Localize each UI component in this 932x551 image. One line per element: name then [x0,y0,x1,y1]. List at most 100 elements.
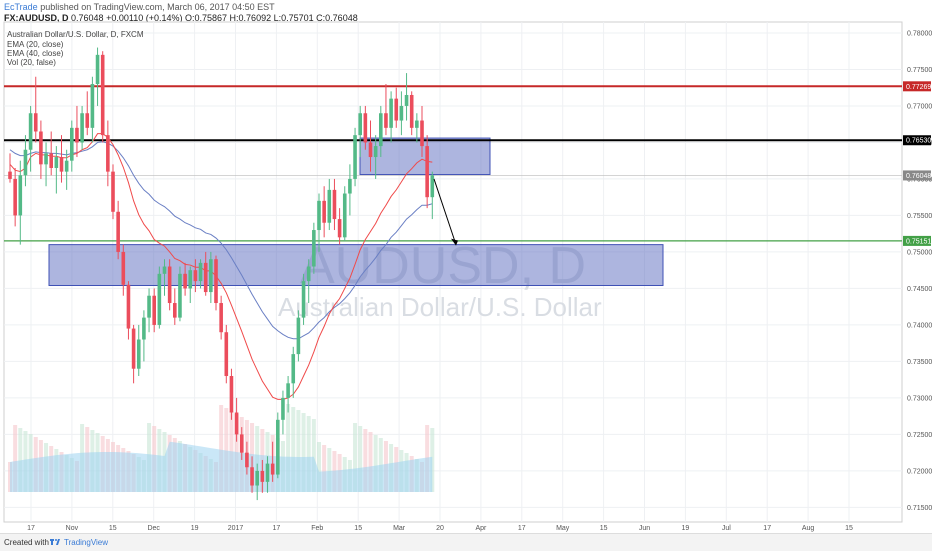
x-tick-label: 15 [845,525,853,532]
x-tick-label: Apr [475,525,487,532]
candle [327,178,332,231]
x-tick-label: 19 [191,525,199,532]
candle-body [291,354,296,384]
candle-body [276,419,280,475]
candle [70,120,74,172]
x-tick-label: 19 [682,525,690,532]
candle [131,324,136,384]
candle [270,441,275,482]
volume-bar [353,423,358,492]
candle [147,288,151,333]
candle-body [183,273,187,289]
candle-body [13,178,17,216]
x-tick-label: 17 [27,525,35,532]
price-label-box [903,81,931,92]
candle-body [420,120,424,147]
candle [116,200,120,260]
candle [337,208,342,245]
candle-body [70,127,74,161]
y-tick-label: 0.72500 [907,432,932,439]
candle-body [219,303,223,333]
candle-body [394,98,399,121]
y-axis[interactable]: 0.780000.775000.770000.765000.760000.755… [903,30,932,512]
candle [44,142,48,187]
x-tick-label: Nov [66,525,79,532]
x-tick-label: 15 [600,525,608,532]
price-label-0.76530: 0.76530 [903,135,931,146]
candle [39,120,43,179]
volume-bar [296,410,301,492]
candle [384,84,388,136]
tradingview-logo-icon [50,539,60,545]
volume-bar [317,442,321,492]
candle [13,167,17,227]
volume-bar [373,435,378,492]
price-chart[interactable]: AUDUSD, D Australian Dollar/U.S. Dollar … [0,0,932,533]
ohlc-close: C:0.76048 [316,13,358,23]
candle-body [116,211,120,252]
volume-bar [368,432,373,492]
candle [239,427,244,460]
candle [214,255,218,311]
candle-body [224,332,229,377]
ohlc-low: L:0.75701 [273,13,314,23]
price-label-text: 0.76048 [906,173,931,180]
candle-body [337,219,342,238]
candle [54,146,59,194]
candle [245,441,249,475]
arrow-head [451,238,458,246]
ohlc-high: H:0.76092 [229,13,272,23]
candle-body [23,149,28,176]
candle [209,251,213,304]
candle [317,193,321,252]
candle-body [358,113,362,136]
candle-body [54,157,59,168]
ohlc-open: O:0.75867 [184,13,228,23]
x-tick-label: 2017 [228,525,244,532]
candle-body [173,303,177,318]
candle-body [384,113,388,128]
candle [250,456,254,493]
candle [193,259,198,293]
candle [80,105,84,150]
candle [152,288,156,333]
candle-body [301,281,306,318]
price-change: +0.00110 (+0.14%) [106,13,183,23]
candle [23,135,28,187]
candle-body [142,317,146,340]
candle [322,186,326,238]
candle-body [106,135,110,172]
candle [178,266,182,322]
candle [219,295,223,340]
candle [75,105,79,158]
legend-ema20: EMA (20, close) [7,40,64,49]
candle-body [178,273,182,318]
candle [85,91,90,136]
ema20-line [9,133,433,400]
candle [363,105,368,150]
candle-body [260,470,265,482]
candle-body [332,189,337,220]
x-tick-label: May [556,525,570,532]
candle-body [157,273,162,325]
candle-body [322,200,326,223]
tradingview-brand-link[interactable]: TradingView [64,538,109,547]
x-axis[interactable]: 17 Nov 15 Dec 19 2017 17 Feb 15 Mar 20 Apr 17 May 15 Ju… [27,525,853,532]
author-link[interactable]: EcTrade [4,2,38,12]
candle-body [245,452,249,468]
price-label-text: 0.75151 [906,238,931,245]
candle-body [265,463,270,482]
symbol-line: FX:AUDUSD, D 0.76048 +0.00110 (+0.14%) O… [4,13,358,23]
y-tick-label: 0.75000 [907,249,932,256]
candle [312,222,316,274]
candle [95,47,100,106]
y-tick-label: 0.73500 [907,359,932,366]
legend-vol: Vol (20, false) [7,58,56,67]
candle-body [281,397,285,420]
candle [265,456,270,493]
x-tick-label: Mar [393,525,406,532]
volume-bar [286,404,291,492]
candle-body [44,153,48,165]
candle-body [167,266,172,304]
candle [111,164,115,220]
